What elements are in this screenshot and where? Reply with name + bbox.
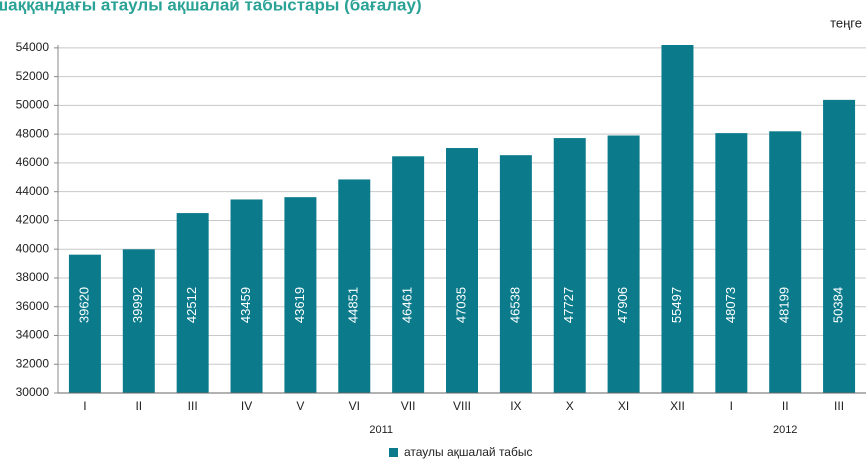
x-tick-label: V: [296, 399, 304, 413]
x-tick-label: III: [188, 399, 198, 413]
data-label: 46538: [507, 287, 522, 323]
bar: [230, 199, 263, 393]
bar: [553, 138, 586, 393]
y-tick-label: 44000: [16, 184, 50, 198]
x-tick-label: VII: [401, 399, 416, 413]
data-label: 47906: [615, 287, 630, 323]
x-tick-label: IX: [510, 399, 521, 413]
x-tick-label: X: [566, 399, 574, 413]
y-tick-label: 52000: [16, 69, 50, 83]
bar: [122, 249, 155, 393]
bar: [715, 133, 748, 393]
y-tick-label: 30000: [16, 385, 50, 399]
data-label: 46461: [400, 287, 415, 323]
chart-title: шаққандағы атаулы ақшалай табыстары (бағ…: [0, 0, 422, 14]
y-tick-label: 42000: [16, 213, 50, 227]
group-label: 2011: [369, 424, 393, 436]
x-tick-label: XII: [670, 399, 685, 413]
legend-label: атаулы ақшалай табыс: [404, 445, 532, 459]
data-label: 47727: [561, 287, 576, 323]
bar: [176, 213, 209, 393]
data-label: 43619: [292, 287, 307, 323]
group-label: 2012: [773, 424, 797, 436]
y-tick-label: 34000: [16, 328, 50, 342]
data-label: 55497: [669, 287, 684, 323]
data-label: 48073: [723, 287, 738, 323]
bar: [499, 155, 532, 393]
x-tick-label: I: [83, 399, 86, 413]
x-tick-label: IV: [241, 399, 252, 413]
x-tick-label: II: [782, 399, 789, 413]
bars: [68, 45, 856, 394]
bar: [769, 131, 802, 394]
data-label: 47035: [453, 287, 468, 323]
data-label: 39620: [76, 287, 91, 323]
data-label: 44851: [346, 287, 361, 323]
bar: [446, 148, 478, 393]
bar: [338, 179, 371, 393]
x-tick-label: VI: [349, 399, 360, 413]
y-tick-label: 32000: [16, 356, 50, 370]
bar: [661, 45, 694, 393]
bar: [284, 197, 317, 393]
y-tick-label: 38000: [16, 270, 50, 284]
x-tick-label: II: [135, 399, 142, 413]
x-tick-label: VIII: [453, 399, 471, 413]
data-label: 39992: [130, 287, 145, 323]
y-tick-label: 40000: [16, 241, 50, 255]
bar: [823, 99, 856, 394]
bar: [68, 254, 101, 393]
y-tick-label: 36000: [16, 299, 50, 313]
bar: [392, 156, 425, 393]
legend-swatch: [389, 448, 398, 457]
unit-label: теңге: [830, 15, 862, 30]
data-label: 48199: [777, 287, 792, 323]
x-tick-label: XI: [618, 399, 629, 413]
y-tick-label: 54000: [16, 40, 50, 54]
data-label: 43459: [238, 287, 253, 323]
y-tick-label: 46000: [16, 155, 50, 169]
data-label: 50384: [831, 287, 846, 323]
y-tick-label: 48000: [16, 126, 50, 140]
bar: [607, 135, 640, 393]
y-tick-label: 50000: [16, 98, 50, 112]
x-tick-label: III: [834, 399, 844, 413]
x-tick-label: I: [730, 399, 733, 413]
data-label: 42512: [184, 287, 199, 323]
